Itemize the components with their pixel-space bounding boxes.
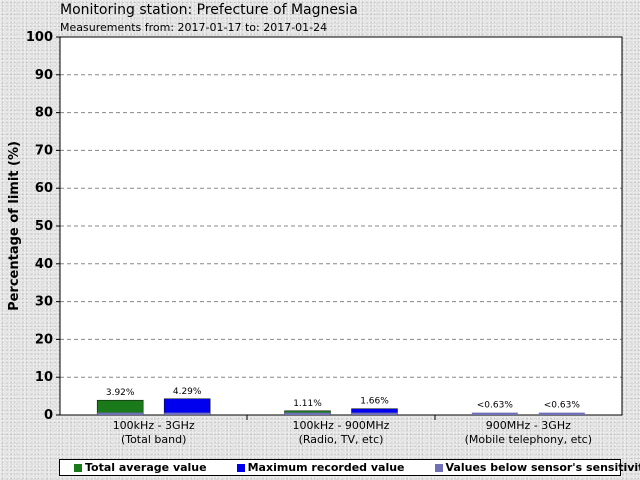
x-tick-label: 900MHz - 3GHz [486,419,571,432]
y-tick-label: 80 [35,106,53,121]
bar-sensitivity-part [164,412,211,415]
bar-sensitivity-part [351,412,398,415]
data-label: 1.66% [360,397,389,407]
chart-subtitle: Measurements from: 2017-01-17 to: 2017-0… [60,21,328,34]
bar-sensitivity-part [97,412,144,415]
y-tick-label: 0 [44,408,53,423]
y-tick-label: 40 [35,257,53,272]
bar-sensitivity-part [284,412,331,415]
data-label: <0.63% [477,401,514,411]
bar-sensitivity-part [471,412,518,415]
legend-label: Total average value [85,461,207,474]
y-tick-label: 50 [35,219,53,234]
x-tick-label-sub: (Total band) [121,433,186,446]
chart-legend: Total average value Maximum recorded valu… [59,459,640,476]
legend-swatch [74,463,82,472]
legend-item: Maximum recorded value [236,461,405,474]
y-tick-label: 20 [35,332,53,347]
legend-item: Total average value [74,461,207,474]
x-tick-label-sub: (Mobile telephony, etc) [465,433,592,446]
y-tick-label: 10 [35,370,53,385]
legend-swatch [236,463,245,472]
x-tick-label-sub: (Radio, TV, etc) [299,433,384,446]
y-tick-label: 70 [35,143,53,158]
y-axis-title: Percentage of limit (%) [7,141,22,311]
x-tick-label: 100kHz - 3GHz [113,419,195,432]
x-tick-label: 100kHz - 900MHz [293,419,390,432]
y-tick-label: 60 [35,181,53,196]
y-tick-label: 30 [35,295,53,310]
data-label: 3.92% [106,388,135,398]
data-label: <0.63% [544,401,581,411]
y-tick-label: 100 [26,30,53,45]
plot-frame [59,36,623,416]
chart-svg: 0 10 20 30 40 50 60 70 80 90 100 Percentage of limi… [7,30,623,446]
chart-header: Monitoring station: Prefecture of Magnes… [60,2,358,35]
chart-title: Monitoring station: Prefecture of Magnes… [60,2,358,18]
legend-label: Values below sensor's sensitivity [445,461,640,474]
y-tick-label: 90 [35,68,53,83]
legend-swatch [434,463,443,472]
legend-label: Maximum recorded value [247,461,405,474]
data-label: 4.29% [173,387,202,397]
bar [163,398,211,416]
bar-sensitivity-part [538,412,585,415]
data-label: 1.11% [293,399,322,409]
legend-item: Values below sensor's sensitivity [434,461,640,474]
